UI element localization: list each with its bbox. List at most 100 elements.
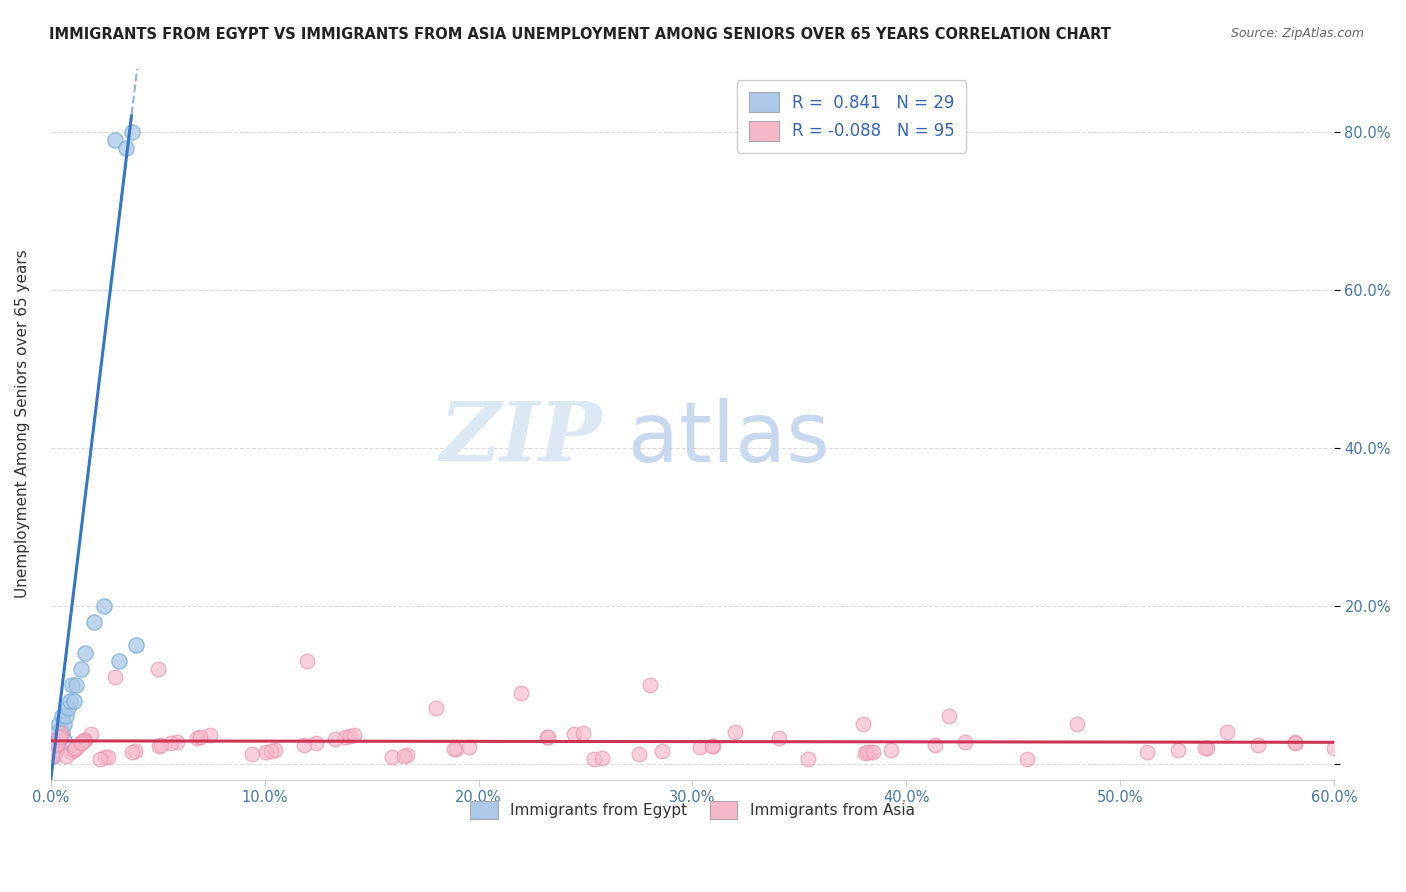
- Point: [59, 693, 82, 707]
- Point: [44, 733, 66, 747]
- Point: [254, 745, 277, 759]
- Point: [108, 654, 131, 668]
- Point: [65, 740, 87, 755]
- Point: [52, 717, 75, 731]
- Point: [1323, 741, 1346, 756]
- Point: [425, 701, 447, 715]
- Point: [73, 646, 96, 660]
- Point: [159, 736, 181, 750]
- Point: [339, 729, 361, 743]
- Point: [48, 731, 70, 745]
- Point: [263, 743, 285, 757]
- Point: [93, 599, 115, 613]
- Point: [46, 741, 69, 756]
- Point: [1066, 717, 1088, 731]
- Point: [1015, 752, 1038, 766]
- Point: [572, 725, 595, 739]
- Point: [444, 742, 467, 756]
- Point: [852, 717, 875, 731]
- Point: [59, 745, 82, 759]
- Point: [48, 734, 70, 748]
- Point: [198, 728, 221, 742]
- Point: [188, 730, 211, 744]
- Point: [60, 678, 83, 692]
- Point: [343, 728, 366, 742]
- Point: [44, 744, 66, 758]
- Point: [83, 615, 105, 629]
- Point: [700, 739, 723, 753]
- Point: [44, 745, 66, 759]
- Point: [880, 742, 903, 756]
- Point: [1197, 740, 1219, 755]
- Point: [89, 751, 111, 765]
- Point: [69, 662, 91, 676]
- Point: [148, 739, 170, 753]
- Point: [46, 737, 69, 751]
- Point: [48, 733, 70, 747]
- Point: [46, 737, 69, 751]
- Point: [592, 751, 614, 765]
- Text: Source: ZipAtlas.com: Source: ZipAtlas.com: [1230, 27, 1364, 40]
- Point: [638, 678, 661, 692]
- Point: [689, 740, 711, 755]
- Point: [73, 732, 96, 747]
- Point: [186, 731, 208, 745]
- Point: [73, 733, 96, 747]
- Point: [862, 745, 884, 759]
- Point: [458, 740, 481, 755]
- Point: [562, 727, 585, 741]
- Point: [51, 725, 73, 739]
- Point: [44, 741, 66, 756]
- Point: [859, 745, 882, 759]
- Y-axis label: Unemployment Among Seniors over 65 years: Unemployment Among Seniors over 65 years: [15, 250, 30, 599]
- Point: [724, 725, 747, 739]
- Point: [44, 743, 66, 757]
- Point: [121, 125, 143, 139]
- Point: [55, 709, 77, 723]
- Point: [42, 747, 65, 761]
- Point: [1167, 742, 1189, 756]
- Point: [305, 735, 328, 749]
- Point: [80, 727, 103, 741]
- Point: [1136, 745, 1159, 759]
- Point: [42, 748, 65, 763]
- Point: [48, 731, 70, 745]
- Point: [51, 709, 73, 723]
- Point: [582, 752, 605, 766]
- Point: [46, 725, 69, 739]
- Point: [510, 686, 533, 700]
- Point: [292, 738, 315, 752]
- Point: [48, 731, 70, 746]
- Point: [392, 748, 415, 763]
- Point: [333, 730, 356, 744]
- Point: [42, 748, 65, 763]
- Point: [381, 750, 404, 764]
- Point: [768, 731, 790, 746]
- Point: [124, 744, 146, 758]
- Point: [46, 737, 69, 751]
- Point: [114, 140, 136, 154]
- Point: [1284, 735, 1306, 749]
- Point: [72, 734, 94, 748]
- Point: [42, 741, 65, 756]
- Point: [52, 733, 75, 747]
- Point: [323, 731, 346, 746]
- Point: [1194, 741, 1216, 756]
- Point: [44, 745, 66, 759]
- Point: [395, 748, 418, 763]
- Point: [797, 752, 820, 766]
- Point: [938, 709, 960, 723]
- Text: IMMIGRANTS FROM EGYPT VS IMMIGRANTS FROM ASIA UNEMPLOYMENT AMONG SENIORS OVER 65: IMMIGRANTS FROM EGYPT VS IMMIGRANTS FROM…: [49, 27, 1111, 42]
- Point: [146, 662, 169, 676]
- Point: [651, 744, 673, 758]
- Point: [97, 749, 120, 764]
- Point: [94, 750, 117, 764]
- Point: [628, 747, 651, 761]
- Point: [65, 740, 87, 755]
- Point: [42, 748, 65, 763]
- Point: [297, 654, 319, 668]
- Point: [702, 739, 724, 753]
- Point: [1284, 735, 1306, 749]
- Point: [48, 732, 70, 747]
- Point: [166, 735, 188, 749]
